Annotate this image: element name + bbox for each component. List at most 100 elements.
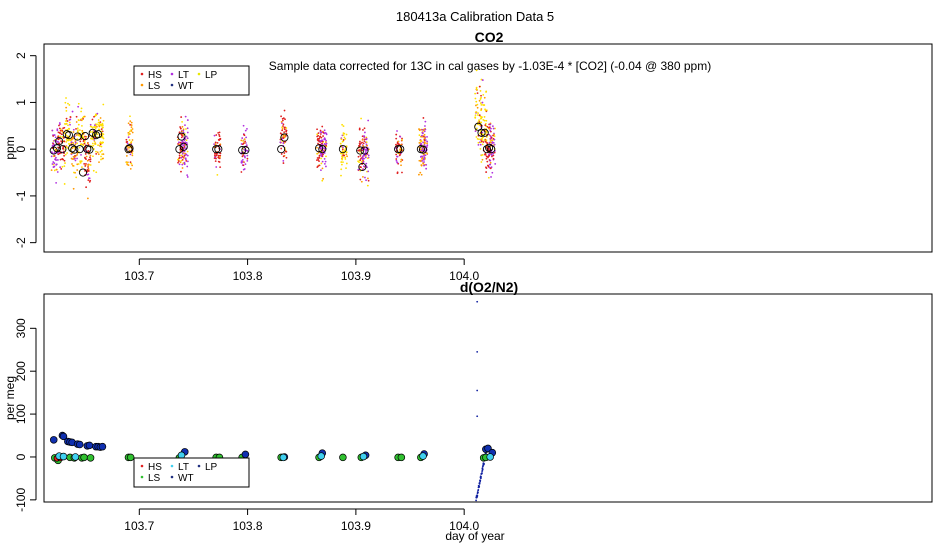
co2-data-point bbox=[218, 135, 221, 138]
co2-data-point bbox=[61, 147, 64, 150]
co2-data-point bbox=[95, 152, 98, 155]
co2-data-point bbox=[101, 130, 104, 133]
co2-data-point bbox=[98, 161, 100, 164]
co2-data-point bbox=[246, 157, 249, 160]
co2-y-axis-label: ppm bbox=[3, 136, 17, 159]
co2-data-point bbox=[127, 131, 130, 134]
o2n2-legend-wt-marker bbox=[170, 475, 174, 479]
co2-data-point bbox=[401, 137, 403, 140]
co2-data-point bbox=[70, 152, 73, 155]
co2-data-point bbox=[92, 138, 94, 141]
co2-data-point bbox=[213, 134, 216, 137]
co2-legend: HS LS LT WT LP bbox=[133, 65, 250, 96]
co2-legend-ls-label: LS bbox=[148, 81, 161, 92]
co2-data-point bbox=[423, 155, 425, 157]
co2-data-point bbox=[77, 102, 80, 105]
co2-data-point bbox=[422, 132, 424, 135]
co2-data-point bbox=[183, 157, 185, 159]
co2-mean-marker bbox=[485, 143, 494, 152]
co2-data-point bbox=[484, 140, 487, 143]
co2-data-point bbox=[215, 154, 218, 156]
o2n2-panel-title: d(O2/N2) bbox=[460, 279, 518, 295]
co2-data-point bbox=[424, 128, 427, 131]
co2-data-point bbox=[63, 126, 66, 129]
co2-data-point bbox=[128, 130, 131, 133]
co2-data-point bbox=[94, 126, 97, 128]
co2-data-point bbox=[491, 141, 494, 144]
co2-data-point bbox=[129, 167, 132, 170]
co2-data-point bbox=[53, 139, 56, 142]
co2-data-point bbox=[357, 168, 360, 171]
co2-data-point bbox=[358, 142, 361, 145]
co2-data-point bbox=[341, 150, 344, 153]
co2-data-point bbox=[479, 90, 482, 92]
co2-mean-marker bbox=[78, 168, 88, 177]
co2-data-point bbox=[395, 158, 398, 160]
co2-data-point bbox=[128, 146, 131, 149]
co2-data-point bbox=[365, 179, 367, 182]
co2-data-point bbox=[98, 125, 101, 128]
co2-data-point bbox=[424, 154, 427, 157]
co2-means-layer bbox=[49, 122, 496, 177]
co2-mean-marker bbox=[212, 145, 221, 154]
co2-data-point bbox=[423, 135, 425, 138]
co2-data-point bbox=[240, 160, 243, 162]
o2n2-spike-point bbox=[481, 472, 483, 474]
co2-data-point bbox=[184, 124, 186, 127]
co2-data-point bbox=[426, 144, 429, 147]
co2-data-point bbox=[481, 158, 484, 161]
co2-mean-marker bbox=[482, 145, 491, 154]
co2-data-point bbox=[102, 103, 105, 106]
co2-data-point bbox=[480, 154, 483, 157]
co2-data-point bbox=[100, 158, 102, 161]
co2-data-point bbox=[178, 163, 181, 166]
co2-data-point bbox=[320, 139, 323, 142]
co2-data-point bbox=[341, 163, 343, 166]
co2-data-point bbox=[67, 102, 69, 105]
co2-data-point bbox=[62, 137, 65, 139]
co2-data-point bbox=[280, 115, 282, 118]
co2-data-point bbox=[102, 137, 105, 140]
co2-data-point bbox=[345, 151, 348, 154]
co2-data-point bbox=[317, 132, 320, 135]
co2-data-point bbox=[179, 127, 182, 130]
co2-data-point bbox=[58, 124, 60, 127]
co2-mean-marker bbox=[81, 132, 90, 141]
co2-data-point bbox=[484, 122, 487, 125]
co2-data-point bbox=[50, 151, 53, 153]
o2n2-legend-box bbox=[133, 457, 250, 488]
co2-data-point bbox=[283, 136, 286, 139]
co2-data-point bbox=[50, 155, 53, 158]
co2-data-point bbox=[423, 161, 425, 163]
co2-data-point bbox=[323, 162, 326, 165]
co2-data-point bbox=[425, 167, 428, 170]
co2-data-point bbox=[486, 125, 489, 128]
co2-data-point bbox=[324, 160, 327, 163]
co2-data-point bbox=[241, 159, 244, 161]
co2-x-tick-label: 103.9 bbox=[341, 269, 371, 283]
co2-y-axis: -2 -1 0 1 2 bbox=[14, 52, 37, 248]
co2-data-point bbox=[342, 134, 345, 137]
co2-data-point bbox=[72, 142, 75, 144]
co2-data-point bbox=[79, 140, 82, 143]
co2-data-point bbox=[365, 141, 368, 144]
co2-data-point bbox=[494, 127, 496, 130]
co2-data-point bbox=[419, 171, 422, 174]
co2-mean-marker bbox=[396, 145, 405, 154]
co2-data-point bbox=[475, 127, 478, 130]
co2-data-point bbox=[396, 130, 398, 132]
co2-data-point bbox=[475, 100, 478, 103]
co2-data-point bbox=[401, 139, 404, 141]
co2-data-point bbox=[61, 130, 64, 133]
co2-data-point bbox=[127, 136, 130, 139]
co2-data-point bbox=[492, 154, 495, 157]
co2-data-point bbox=[219, 154, 222, 157]
co2-data-point bbox=[325, 139, 328, 142]
co2-data-point bbox=[362, 142, 365, 145]
co2-data-point bbox=[56, 171, 59, 173]
co2-data-point bbox=[71, 147, 74, 150]
co2-data-point bbox=[420, 164, 423, 166]
co2-data-point bbox=[102, 133, 105, 136]
co2-data-point bbox=[91, 142, 94, 145]
co2-data-point bbox=[88, 177, 90, 180]
